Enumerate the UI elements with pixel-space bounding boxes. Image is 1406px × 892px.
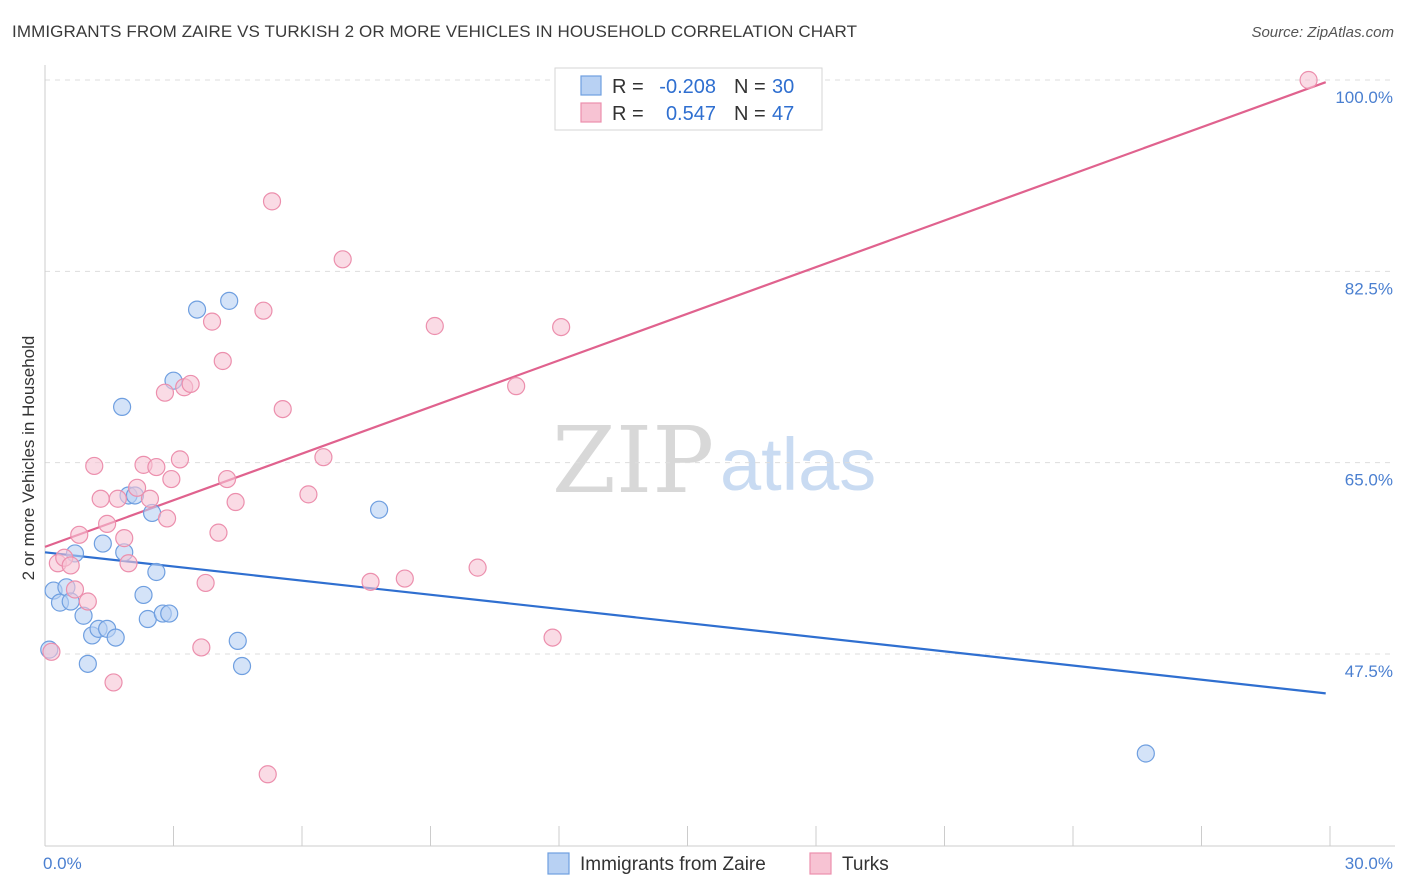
turks-point [1299, 70, 1318, 90]
turks-point [254, 301, 273, 320]
watermark-atlas: atlas [720, 423, 876, 506]
zaire-point [232, 656, 252, 676]
turks-point [552, 317, 571, 337]
turks-point [213, 351, 232, 371]
source-label: Source: ZipAtlas.com [1251, 24, 1394, 41]
stats-legend: R = -0.208 N = 30 R = 0.547 N = 47 [554, 67, 823, 131]
grid [45, 79, 1395, 655]
y-tick-label: 47.5% [1345, 662, 1393, 681]
zaire-point [228, 631, 247, 650]
series-legend-label-zaire: Immigrants from Zaire [580, 854, 766, 875]
watermark-zip: ZIP [552, 407, 714, 514]
turks-point [273, 399, 292, 419]
chart-title: IMMIGRANTS FROM ZAIRE VS TURKISH 2 OR MO… [12, 22, 858, 41]
zaire-point [134, 585, 153, 605]
turks-point [543, 628, 562, 647]
turks-point [202, 312, 222, 331]
turks-point [65, 580, 85, 599]
turks-point [209, 523, 228, 542]
legend-r-value-zaire: -0.208 [659, 76, 716, 98]
zaire-point [147, 562, 166, 582]
legend-swatch-zaire [580, 75, 602, 96]
x-tick-label: 0.0% [43, 854, 82, 873]
legend-r-label-turks: R = [612, 103, 644, 125]
series-legend: Immigrants from Zaire Turks [547, 852, 889, 875]
turks-point [119, 554, 138, 573]
turks-point [91, 489, 110, 508]
y-axis-label: 2 or more Vehicles in Household [19, 336, 38, 581]
legend-n-label-turks: N = [734, 103, 766, 125]
turks-point [181, 374, 200, 394]
legend-n-label-zaire: N = [734, 76, 766, 98]
legend-n-value-turks: 47 [772, 103, 794, 125]
turks-point [395, 569, 414, 588]
turks-point [115, 529, 134, 548]
zaire-point [220, 291, 239, 310]
series-legend-swatch-turks [809, 852, 832, 875]
zaire-point [187, 300, 207, 319]
turks-point [314, 448, 333, 467]
zaire-point [106, 628, 125, 647]
turks-point [42, 642, 61, 661]
turks-point [192, 638, 211, 657]
zaire-point [93, 534, 112, 553]
legend-swatch-turks [580, 102, 602, 123]
zaire-point [78, 654, 97, 673]
turks-point [425, 316, 444, 336]
turks-point [262, 192, 282, 211]
turks-point [140, 489, 160, 508]
turks-point [468, 558, 487, 577]
zaire-trend-line [44, 551, 1326, 695]
turks-point [333, 250, 352, 269]
legend-r-value-turks: 0.547 [666, 103, 716, 125]
legend-n-value-zaire: 30 [772, 76, 794, 98]
trend-lines [44, 81, 1327, 695]
turks-point [108, 489, 127, 508]
turks-point [61, 556, 80, 575]
turks-point [98, 514, 117, 533]
turks-point [361, 572, 380, 591]
y-tick-label: 100.0% [1335, 88, 1393, 107]
turks-point [258, 765, 277, 784]
turks-point [157, 509, 177, 528]
turks-point [507, 377, 526, 396]
turks-point [170, 450, 190, 469]
series-legend-swatch-zaire [547, 852, 570, 875]
turks-point [226, 492, 245, 512]
turks-point [104, 673, 123, 692]
x-tick-label: 30.0% [1345, 854, 1393, 873]
turks-point [85, 456, 104, 476]
turks-point [155, 383, 175, 402]
legend-r-label-zaire: R = [612, 76, 644, 98]
turks-point [70, 525, 89, 544]
turks-point [217, 469, 237, 489]
turks-point [162, 469, 181, 489]
turks-point [196, 573, 215, 593]
turks-point [78, 592, 97, 611]
turks-point [299, 485, 318, 504]
y-tick-label: 82.5% [1345, 279, 1393, 298]
series-legend-label-turks: Turks [842, 854, 889, 875]
zaire-point [160, 604, 179, 623]
zaire-point [112, 397, 132, 417]
zaire-point [1136, 744, 1155, 763]
axes: 47.5% 65.0% 82.5% 100.0% 0.0% 30.0% [43, 65, 1395, 873]
y-tick-label: 65.0% [1345, 471, 1393, 490]
turks-point [127, 478, 147, 497]
turks-point [147, 457, 166, 477]
turks-trend-line [44, 81, 1327, 548]
zaire-point [370, 500, 389, 519]
